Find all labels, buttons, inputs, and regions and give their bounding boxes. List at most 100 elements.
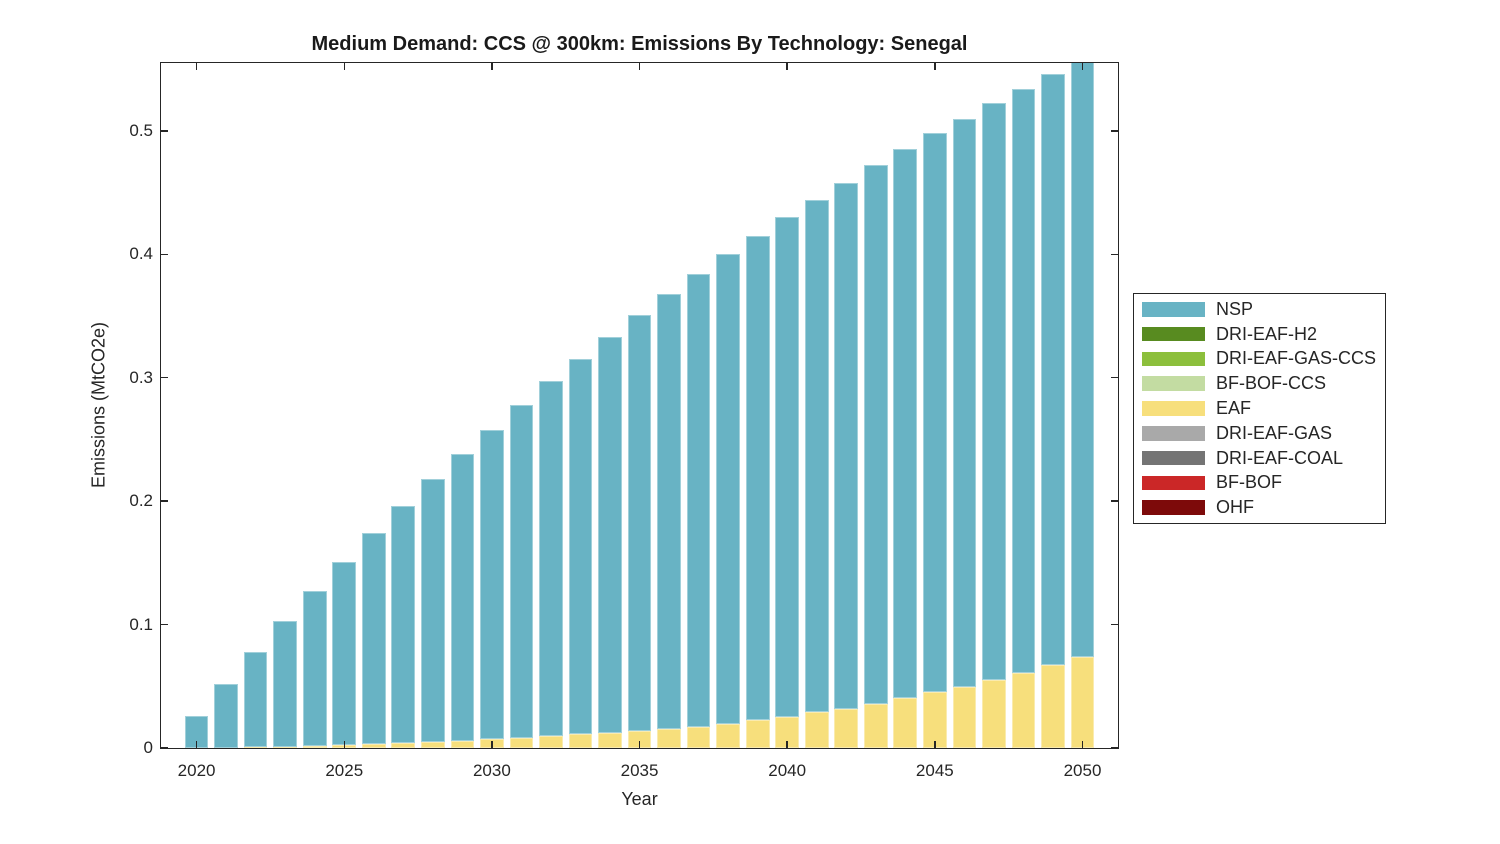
bar-segment-NSP-2032	[539, 381, 563, 737]
bar-segment-NSP-2041	[804, 200, 829, 713]
bar-segment-EAF-2036	[657, 728, 681, 748]
plot-area	[161, 63, 1118, 748]
bar-segment-NSP-2050	[1070, 63, 1095, 658]
x-tick-mark-top-2045	[934, 63, 936, 70]
legend-label-DRI-EAF-COAL: DRI-EAF-COAL	[1216, 447, 1344, 468]
bar-segment-EAF-2041	[804, 712, 829, 748]
x-tick-mark-top-2040	[786, 63, 788, 70]
x-tick-label-2050: 2050	[1063, 761, 1102, 780]
bar-segment-NSP-2040	[775, 217, 800, 717]
x-tick-label-2030: 2030	[472, 761, 511, 780]
x-tick-label-2035: 2035	[620, 761, 659, 780]
bar-segment-EAF-2040	[775, 716, 800, 748]
y-tick-mark-right-0.5	[1111, 130, 1118, 132]
x-tick-mark-bottom-2020	[195, 741, 198, 748]
legend-item-DRI-EAF-H2: DRI-EAF-H2	[1134, 322, 1385, 347]
bar-segment-EAF-2031	[509, 737, 534, 748]
y-tick-mark-right-0.1	[1111, 623, 1118, 626]
bar-segment-NSP-2035	[627, 314, 652, 731]
bar-segment-NSP-2045	[923, 133, 947, 693]
legend-swatch-NSP	[1142, 302, 1205, 317]
y-tick-label-0.1: 0.1	[129, 614, 153, 634]
x-tick-label-2040: 2040	[768, 761, 807, 780]
bar-segment-EAF-2045	[923, 692, 947, 748]
x-tick-mark-bottom-2035	[638, 741, 641, 748]
bar-segment-NSP-2024	[302, 590, 327, 747]
y-tick-mark-right-0	[1111, 747, 1118, 748]
bar-segment-NSP-2049	[1041, 74, 1065, 666]
x-tick-mark-bottom-2050	[1081, 741, 1084, 748]
x-tick-mark-bottom-2025	[343, 741, 345, 748]
bar-segment-EAF-2027	[391, 743, 416, 748]
y-tick-mark-left-0.1	[161, 623, 168, 626]
x-tick-mark-top-2030	[491, 63, 493, 70]
bar-segment-NSP-2037	[686, 274, 711, 727]
bar-segment-NSP-2033	[568, 359, 593, 735]
y-tick-label-0: 0	[143, 738, 153, 757]
bar-segment-EAF-2024	[302, 746, 327, 748]
bar-segment-NSP-2044	[893, 149, 918, 699]
bar-segment-NSP-2036	[657, 293, 681, 729]
legend-item-DRI-EAF-GAS-CCS: DRI-EAF-GAS-CCS	[1134, 347, 1385, 372]
legend-swatch-BF-BOF	[1142, 475, 1205, 491]
y-tick-mark-left-0.2	[161, 500, 168, 502]
y-tick-mark-left-0.4	[161, 253, 168, 256]
y-tick-mark-left-0.5	[161, 130, 168, 132]
x-tick-mark-top-2035	[638, 63, 641, 70]
y-axis-label: Emissions (MtCO2e)	[88, 321, 109, 489]
bar-segment-EAF-2029	[450, 740, 475, 748]
bar-segment-EAF-2028	[420, 741, 445, 748]
y-tick-mark-right-0.2	[1111, 500, 1118, 502]
bar-segment-EAF-2035	[627, 730, 652, 748]
legend-label-DRI-EAF-GAS-CCS: DRI-EAF-GAS-CCS	[1216, 348, 1377, 369]
chart-title: Medium Demand: CCS @ 300km: Emissions By…	[311, 33, 968, 55]
bar-segment-EAF-2033	[568, 734, 593, 748]
x-tick-label-2045: 2045	[915, 761, 954, 780]
bar-segment-NSP-2031	[509, 404, 534, 738]
legend-item-BF-BOF-CCS: BF-BOF-CCS	[1134, 371, 1385, 396]
bar-segment-EAF-2042	[834, 708, 859, 748]
x-tick-mark-bottom-2030	[491, 741, 493, 748]
bar-segment-NSP-2047	[982, 102, 1006, 681]
bar-segment-EAF-2046	[952, 687, 977, 748]
bar-segment-NSP-2038	[716, 254, 740, 724]
bar-segment-EAF-2023	[273, 746, 298, 748]
y-tick-mark-left-0.3	[161, 376, 168, 379]
bar-segment-NSP-2025	[332, 561, 357, 746]
x-tick-label-2025: 2025	[325, 761, 364, 780]
legend-label-OHF: OHF	[1216, 497, 1254, 518]
bar-segment-EAF-2047	[982, 680, 1006, 748]
y-tick-label-0.2: 0.2	[129, 491, 153, 511]
bar-segment-NSP-2043	[863, 165, 888, 704]
bar-segment-EAF-2044	[893, 698, 918, 748]
bar-segment-NSP-2030	[480, 429, 504, 740]
bar-segment-NSP-2046	[952, 118, 977, 688]
bar-segment-NSP-2029	[450, 454, 475, 741]
bar-segment-EAF-2038	[716, 723, 740, 748]
bar-segment-EAF-2039	[745, 720, 770, 748]
bar-segment-NSP-2042	[834, 182, 859, 709]
bar-segment-EAF-2034	[598, 732, 622, 748]
y-tick-mark-left-0	[161, 747, 168, 748]
bar-segment-NSP-2028	[420, 478, 445, 742]
legend-swatch-BF-BOF-CCS	[1142, 376, 1205, 391]
x-tick-mark-bottom-2045	[934, 741, 936, 748]
bar-segment-NSP-2020	[184, 715, 209, 748]
bar-segment-EAF-2043	[863, 703, 888, 748]
bar-segment-NSP-2048	[1011, 88, 1036, 673]
legend-swatch-DRI-EAF-COAL	[1142, 450, 1205, 466]
x-tick-mark-top-2020	[195, 63, 198, 70]
bar-segment-EAF-2032	[539, 736, 563, 748]
bar-segment-NSP-2021	[214, 684, 238, 748]
legend-item-OHF: OHF	[1134, 495, 1385, 520]
legend-swatch-EAF	[1142, 401, 1205, 416]
bar-segment-NSP-2034	[598, 337, 622, 733]
x-tick-label-2020: 2020	[177, 761, 216, 780]
legend-label-BF-BOF: BF-BOF	[1216, 472, 1282, 493]
bar-segment-NSP-2027	[391, 506, 416, 744]
legend-item-DRI-EAF-GAS: DRI-EAF-GAS	[1134, 421, 1385, 446]
legend: NSP DRI-EAF-H2 DRI-EAF-GAS-CCS BF-BOF-CCS EA…	[1133, 293, 1386, 524]
bar-segment-EAF-2022	[243, 747, 268, 748]
legend-swatch-DRI-EAF-H2	[1142, 326, 1205, 342]
